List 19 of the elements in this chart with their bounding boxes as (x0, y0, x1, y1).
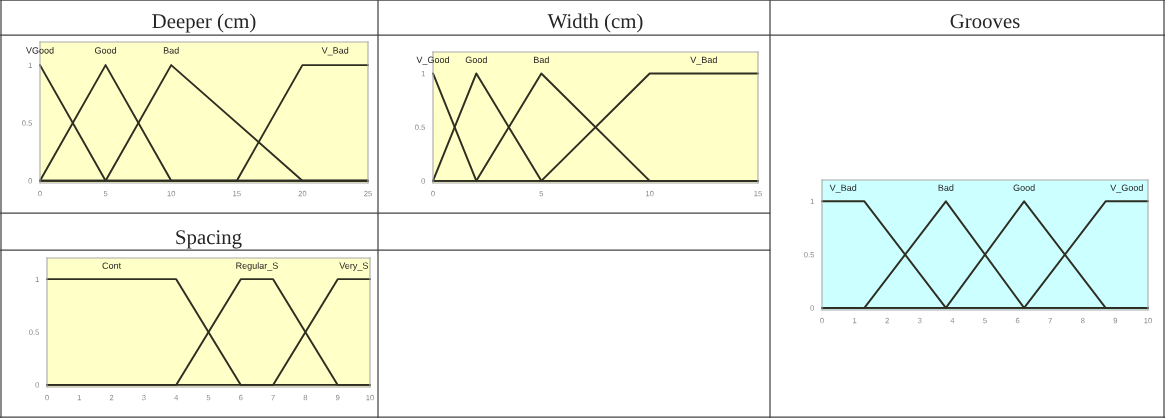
series-label: V_Good (1110, 184, 1143, 193)
series-label: Good (95, 47, 117, 54)
series-label: Cont (102, 262, 122, 269)
series-label: V_Bad (321, 47, 349, 56)
chart-title: Spacing (176, 230, 242, 249)
series-label: Bad (534, 56, 549, 64)
chart-title: Width (cm) (547, 13, 643, 33)
series-label: Bad (938, 184, 954, 191)
series-label: Bad (163, 47, 179, 54)
series-label: V_Bad (690, 56, 717, 65)
series-label: Regular_S (236, 262, 278, 271)
series-label: Good (1013, 184, 1035, 191)
series-label: V_Bad (829, 184, 857, 193)
series-label: Good (465, 56, 487, 64)
chart-title: Deeper (cm) (152, 13, 256, 33)
series-label: V_Good (416, 56, 449, 65)
series-label: VGood (25, 47, 54, 54)
series-label: Very_S (339, 262, 368, 271)
chart-title: Grooves (950, 14, 1020, 29)
